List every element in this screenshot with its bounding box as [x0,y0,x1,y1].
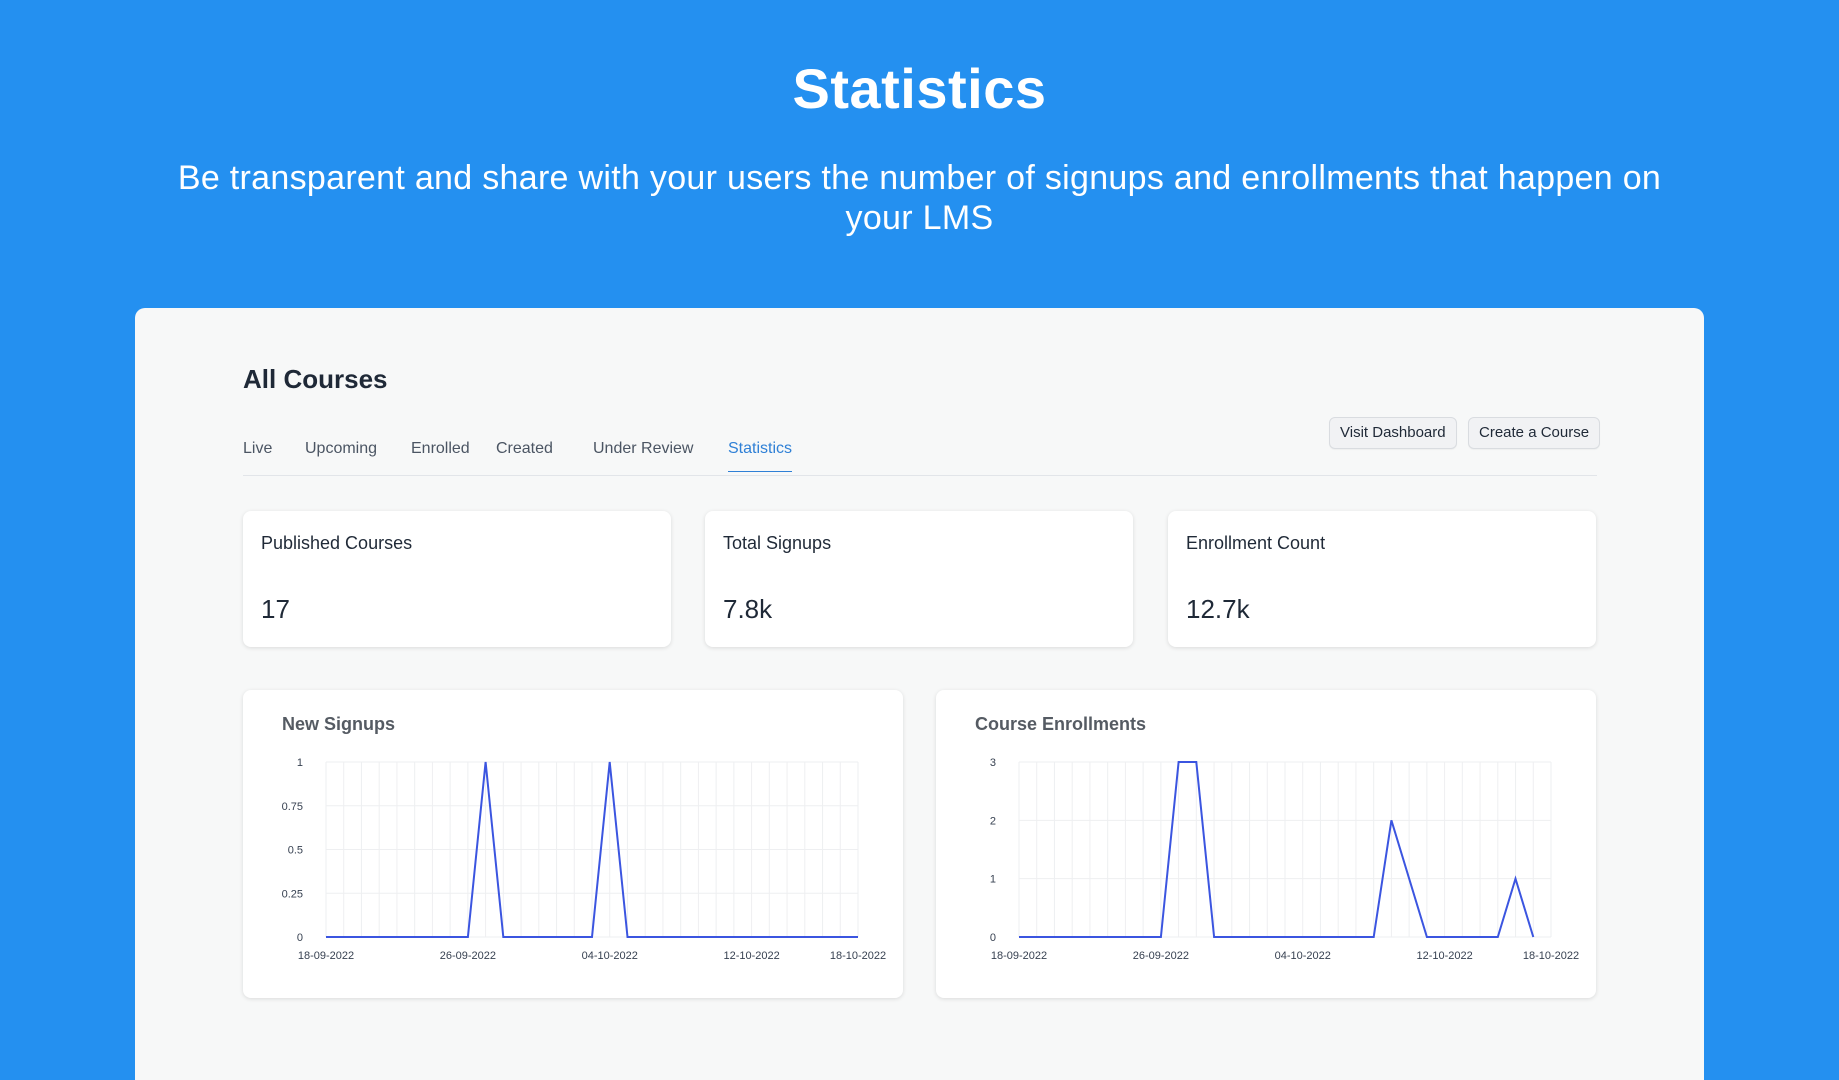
course-tabs: Live Upcoming Enrolled Created Under Rev… [243,428,1597,476]
create-course-button[interactable]: Create a Course [1468,417,1601,449]
visit-dashboard-button[interactable]: Visit Dashboard [1329,417,1457,449]
x-tick-label: 18-09-2022 [298,950,354,962]
tab-under-review[interactable]: Under Review [593,440,694,457]
y-tick-label: 0.25 [282,888,303,900]
tab-statistics[interactable]: Statistics [728,440,793,472]
y-tick-label: 1 [297,757,303,769]
stat-value: 17 [261,594,290,624]
x-tick-label: 12-10-2022 [723,950,779,962]
y-tick-label: 0.75 [282,801,303,813]
x-tick-label: 18-09-2022 [991,950,1047,962]
tab-created[interactable]: Created [496,440,553,457]
stat-card-total-signups: Total Signups 7.8k [705,511,1133,647]
course-enrollments-chart-card: Course Enrollments 0 1 2 3 18-09-2022 26-09-2… [936,690,1596,998]
y-tick-label: 0.5 [288,845,303,857]
hero-subtitle: Be transparent and share with your users… [177,159,1662,237]
stat-label: Enrollment Count [1186,533,1326,553]
y-tick-label: 3 [990,757,996,769]
x-tick-label: 04-10-2022 [1275,950,1331,962]
new-signups-chart-card: New Signups 0 0.25 0.5 0.75 1 18-09-2022 26-09… [243,690,903,998]
x-tick-label: 18-10-2022 [1523,950,1579,962]
chart-title: New Signups [282,714,396,734]
stat-card-published-courses: Published Courses 17 [243,511,671,647]
x-tick-label: 26-09-2022 [1133,950,1189,962]
y-tick-label: 2 [990,815,996,827]
tab-enrolled[interactable]: Enrolled [411,440,470,457]
tab-live[interactable]: Live [243,440,273,457]
page-title: All Courses [243,364,388,394]
x-tick-label: 18-10-2022 [830,950,886,962]
hero-title: Statistics [792,57,1047,120]
stat-value: 7.8k [723,594,773,624]
tab-upcoming[interactable]: Upcoming [305,440,378,457]
x-tick-label: 26-09-2022 [440,950,496,962]
y-tick-label: 1 [990,874,996,886]
y-tick-label: 0 [990,932,996,944]
new-signups-chart: 0 0.25 0.5 0.75 1 18-09-2022 26-09-2022 04-10-2… [282,757,887,962]
x-tick-label: 12-10-2022 [1416,950,1472,962]
course-enrollments-chart: 0 1 2 3 18-09-2022 26-09-2022 04-10-2022 12-10-… [990,757,1579,962]
stat-label: Published Courses [261,533,413,553]
series-line [1019,761,1535,938]
x-tick-label: 04-10-2022 [582,950,638,962]
stat-card-enrollment-count: Enrollment Count 12.7k [1168,511,1596,647]
y-tick-label: 0 [297,932,303,944]
stat-label: Total Signups [723,533,832,553]
courses-panel: All Courses Live Upcoming Enrolled Creat… [135,308,1704,1080]
series-line [326,761,858,938]
chart-title: Course Enrollments [975,714,1147,734]
stat-value: 12.7k [1186,594,1250,624]
